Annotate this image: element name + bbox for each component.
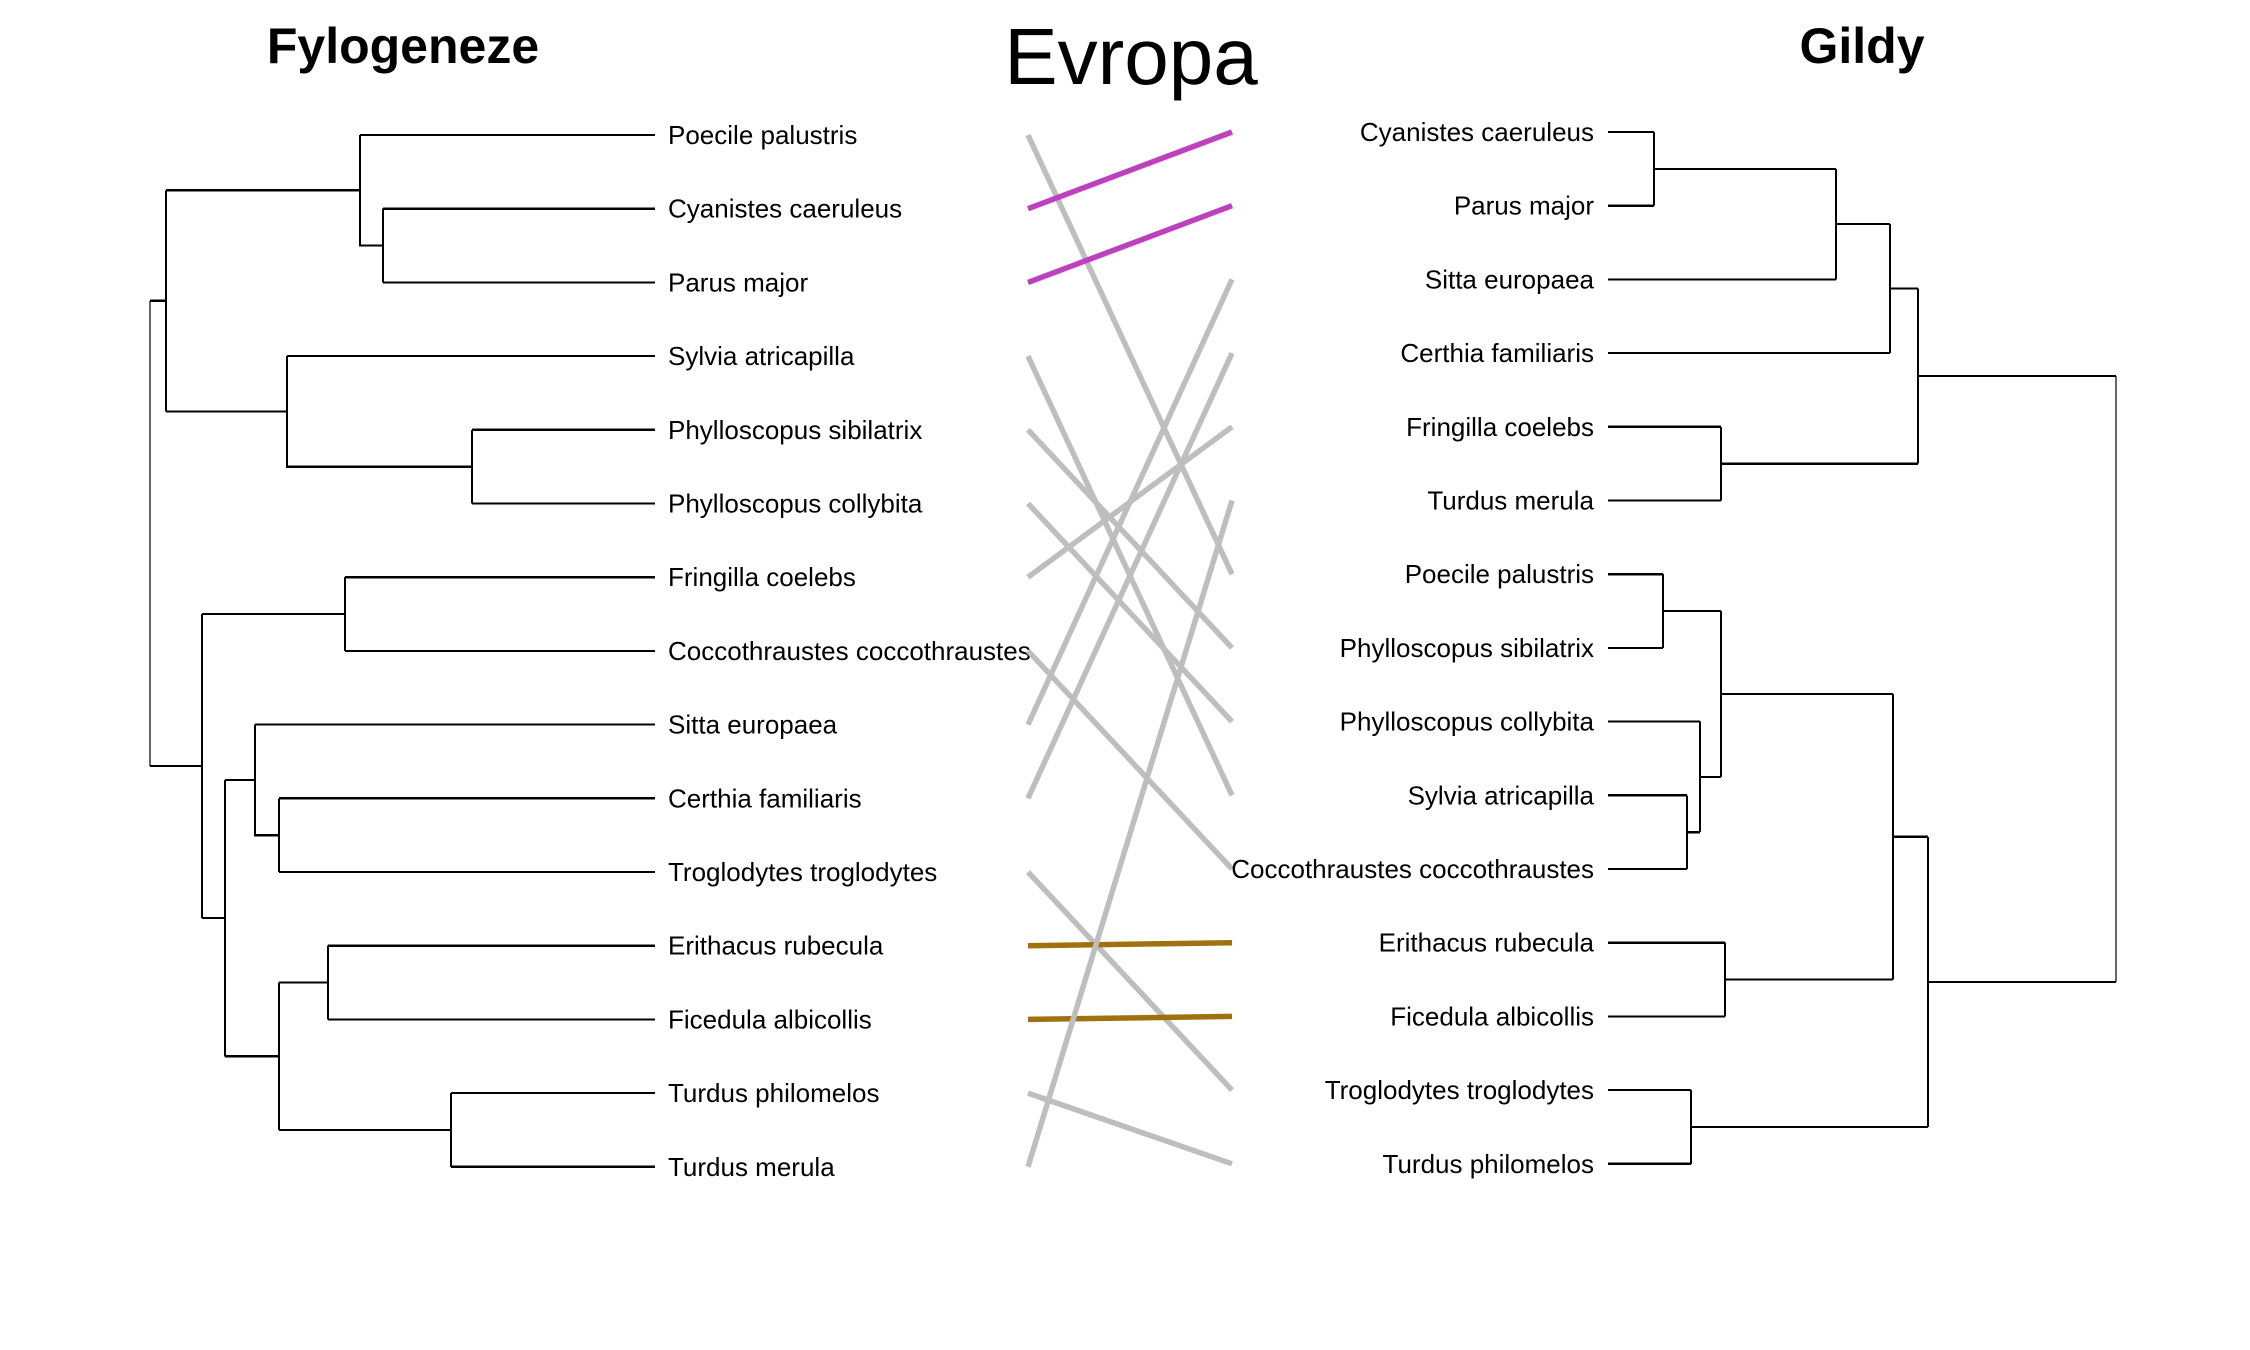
right-leaf-label: Troglodytes troglodytes — [1325, 1075, 1594, 1105]
right-leaf-label: Cyanistes caeruleus — [1360, 117, 1594, 147]
left-leaf-label: Certhia familiaris — [668, 783, 862, 813]
left-leaf-label: Poecile palustris — [668, 120, 857, 150]
connector-line — [1025, 499, 1235, 1168]
tree-branch — [164, 189, 360, 413]
left-dendrogram — [149, 133, 655, 1168]
connector-line — [1025, 133, 1235, 576]
tree-branch — [277, 797, 655, 874]
tree-branch — [1608, 573, 1665, 649]
tree-branch — [285, 355, 655, 468]
connector-line — [1025, 351, 1235, 800]
tree-branch — [1608, 130, 1656, 207]
tree-branch — [1608, 167, 1838, 281]
tree-branch — [358, 133, 655, 247]
left-leaf-label: Phylloscopus collybita — [668, 489, 923, 519]
left-leaf-label: Phylloscopus sibilatrix — [668, 415, 922, 445]
right-leaf-label: Phylloscopus collybita — [1340, 707, 1595, 737]
tree-branch — [326, 944, 655, 1021]
connector-line — [1027, 1090, 1233, 1167]
left-leaf-label: Troglodytes troglodytes — [668, 857, 937, 887]
connector-line — [1027, 129, 1233, 212]
tree-branch — [1608, 425, 1723, 502]
connector-line — [1025, 649, 1235, 871]
tree-branch — [470, 428, 655, 505]
tree-branch — [1608, 794, 1689, 871]
right-leaf-label: Phylloscopus sibilatrix — [1340, 633, 1594, 663]
tree-branch — [1608, 223, 1892, 355]
connector-line — [1025, 870, 1235, 1092]
connector-line — [1025, 501, 1235, 724]
right-leaf-label: Turdus philomelos — [1383, 1149, 1594, 1179]
tree-branch — [449, 1092, 655, 1168]
right-leaf-label: Parus major — [1454, 191, 1594, 221]
connector-lines — [1025, 129, 1235, 1168]
right-leaf-labels: Cyanistes caeruleus Parus major Sitta euro… — [1231, 117, 1594, 1179]
left-tree-title: Fylogeneze — [267, 18, 539, 74]
tree-branch — [343, 576, 655, 652]
right-leaf-label: Coccothraustes coccothraustes — [1231, 854, 1594, 884]
tree-branch — [150, 299, 202, 768]
tree-branch — [223, 778, 279, 1058]
left-leaf-label: Cyanistes caeruleus — [668, 194, 902, 224]
main-title: Evropa — [1004, 12, 1258, 101]
right-leaf-label: Sylvia atricapilla — [1408, 780, 1595, 810]
tree-branch — [1663, 609, 1723, 778]
connector-line — [1027, 939, 1233, 949]
left-leaf-label: Erithacus rubecula — [668, 931, 884, 961]
right-leaf-label: Certhia familiaris — [1400, 338, 1594, 368]
tree-branch — [1608, 941, 1727, 1018]
right-leaf-label: Turdus merula — [1427, 486, 1594, 516]
connector-line — [1027, 1013, 1233, 1023]
right-leaf-label: Ficedula albicollis — [1390, 1001, 1594, 1031]
left-leaf-label: Sitta europaea — [668, 710, 838, 740]
right-leaf-label: Erithacus rubecula — [1379, 928, 1595, 958]
tree-branch — [1918, 375, 2116, 983]
tree-branch — [277, 981, 451, 1132]
left-leaf-label: Coccothraustes coccothraustes — [668, 636, 1031, 666]
tree-branch — [1608, 1089, 1693, 1165]
left-leaf-label: Turdus philomelos — [668, 1078, 879, 1108]
left-leaf-label: Ficedula albicollis — [668, 1004, 872, 1034]
left-leaf-label: Fringilla coelebs — [668, 562, 856, 592]
left-leaf-labels: Poecile palustris Cyanistes caeruleus Paru… — [668, 120, 1031, 1182]
right-tree-title: Gildy — [1799, 18, 1924, 74]
tree-branch — [381, 207, 655, 284]
tree-branch — [1721, 287, 1920, 465]
left-leaf-label: Parus major — [668, 267, 808, 297]
right-leaf-label: Sitta europaea — [1425, 264, 1595, 294]
right-dendrogram — [1608, 130, 2117, 1165]
connector-line — [1027, 203, 1233, 285]
left-leaf-label: Turdus merula — [668, 1152, 835, 1182]
right-leaf-label: Poecile palustris — [1405, 559, 1594, 589]
tree-branch — [253, 723, 655, 837]
left-leaf-label: Sylvia atricapilla — [668, 341, 855, 371]
connector-line — [1025, 278, 1235, 726]
tree-branch — [1721, 692, 1895, 981]
right-leaf-label: Fringilla coelebs — [1406, 412, 1594, 442]
